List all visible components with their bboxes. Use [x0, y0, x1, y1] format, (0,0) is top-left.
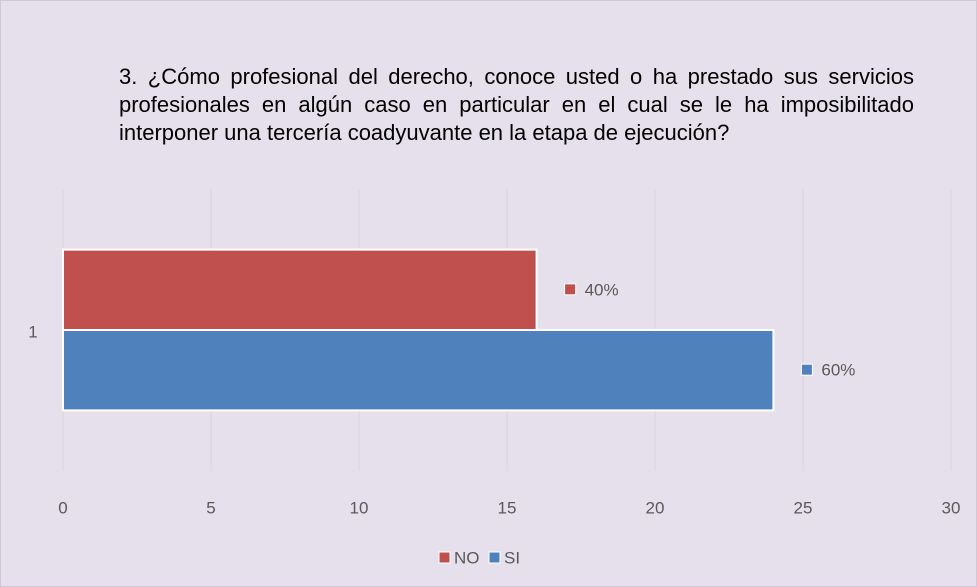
legend-label: NO: [454, 548, 480, 567]
x-tick-label: 20: [646, 498, 665, 517]
data-label-marker: [800, 363, 813, 376]
data-label-marker: [564, 283, 577, 296]
data-label: 60%: [821, 361, 855, 380]
chart-title: 3. ¿Cómo profesional del derecho, conoce…: [119, 64, 914, 145]
data-label: 40%: [585, 280, 619, 299]
x-tick-label: 15: [498, 498, 517, 517]
x-tick-label: 10: [350, 498, 369, 517]
legend-swatch: [488, 551, 501, 564]
x-tick-label: 30: [942, 498, 961, 517]
x-tick-label: 0: [58, 498, 67, 517]
x-tick-label: 5: [206, 498, 215, 517]
y-tick-label: 1: [28, 322, 37, 341]
bar: [62, 248, 538, 332]
x-tick-label: 25: [794, 498, 813, 517]
legend-label: SI: [504, 548, 520, 567]
legend-swatch: [438, 551, 451, 564]
bar: [62, 329, 775, 412]
